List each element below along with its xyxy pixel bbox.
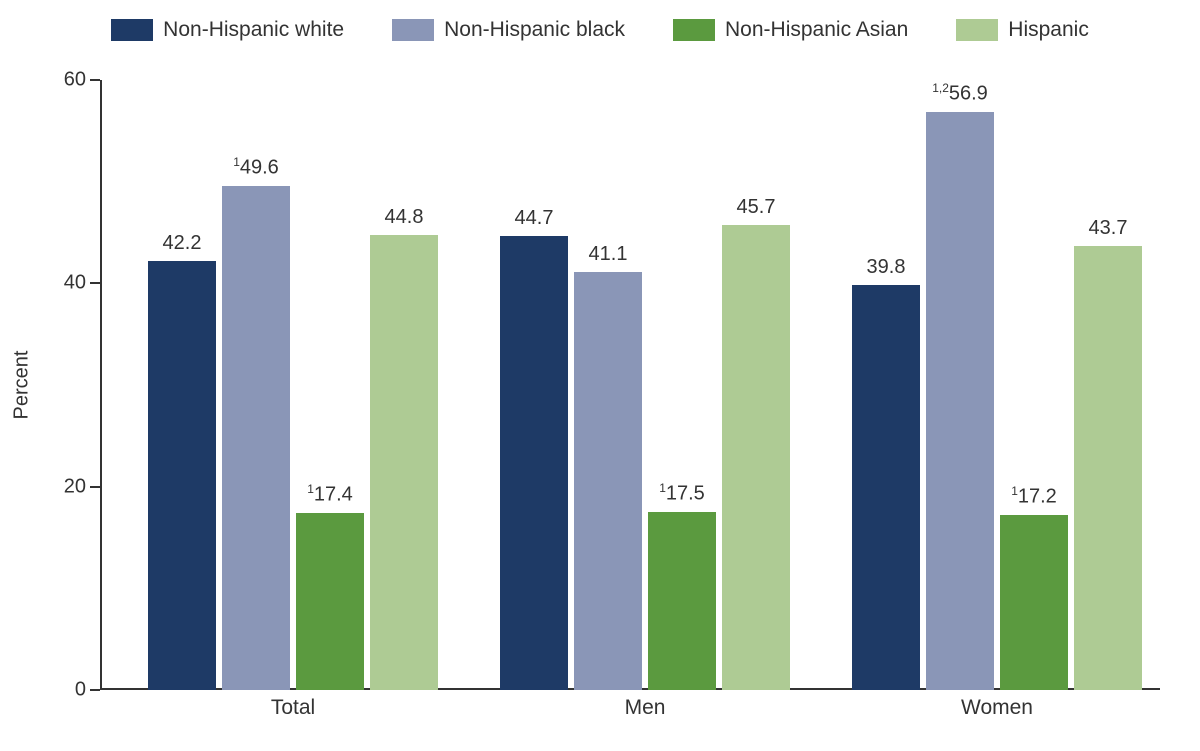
legend-item-nh-black: Non-Hispanic black [392,18,625,42]
bar-value-label: 44.8 [385,206,424,229]
legend-item-nh-white: Non-Hispanic white [111,18,344,42]
y-tick-label: 60 [50,69,86,92]
plot-area: 020406042.2149.6117.444.8Total44.741.111… [100,80,1160,690]
bar-value-label: 45.7 [737,196,776,219]
legend: Non-Hispanic white Non-Hispanic black No… [0,18,1200,42]
bar-value-label: 1,256.9 [932,81,988,106]
bar: 44.7 [500,236,568,690]
y-tick [90,689,100,691]
bar-group: 44.741.1117.545.7 [500,225,790,690]
bar: 1,256.9 [926,112,994,690]
bar-value-label: 42.2 [163,232,202,255]
legend-label: Non-Hispanic white [163,18,344,42]
x-tick-label: Women [961,696,1033,720]
y-axis-title: Percent [11,351,34,420]
bar: 117.2 [1000,515,1068,690]
bar: 44.8 [370,235,438,690]
legend-label: Hispanic [1008,18,1089,42]
bar-value-label: 41.1 [589,243,628,266]
bar-value-label: 117.4 [307,482,353,507]
bar: 39.8 [852,285,920,690]
x-tick-label: Men [625,696,666,720]
legend-label: Non-Hispanic black [444,18,625,42]
bar-value-label: 39.8 [867,256,906,279]
bar-value-label: 149.6 [233,155,279,180]
legend-label: Non-Hispanic Asian [725,18,908,42]
x-tick-label: Total [271,696,315,720]
legend-item-hispanic: Hispanic [956,18,1089,42]
bar-value-label: 44.7 [515,207,554,230]
bar: 43.7 [1074,246,1142,690]
bar-group: 42.2149.6117.444.8 [148,186,438,690]
bar-group: 39.81,256.9117.243.7 [852,112,1142,690]
bar: 42.2 [148,261,216,690]
bar: 117.4 [296,513,364,690]
bar: 45.7 [722,225,790,690]
y-tick [90,79,100,81]
bar-value-label: 117.5 [659,481,705,506]
legend-swatch [956,19,998,41]
obesity-bar-chart: Non-Hispanic white Non-Hispanic black No… [0,0,1200,751]
bar: 149.6 [222,186,290,690]
y-tick [90,486,100,488]
y-tick [90,282,100,284]
bar: 117.5 [648,512,716,690]
bar: 41.1 [574,272,642,690]
legend-item-nh-asian: Non-Hispanic Asian [673,18,908,42]
legend-swatch [111,19,153,41]
legend-swatch [673,19,715,41]
bar-value-label: 43.7 [1089,217,1128,240]
bar-value-label: 117.2 [1011,484,1057,509]
y-tick-label: 20 [50,475,86,498]
y-axis-line [100,80,102,690]
y-tick-label: 40 [50,272,86,295]
y-tick-label: 0 [50,679,86,702]
legend-swatch [392,19,434,41]
